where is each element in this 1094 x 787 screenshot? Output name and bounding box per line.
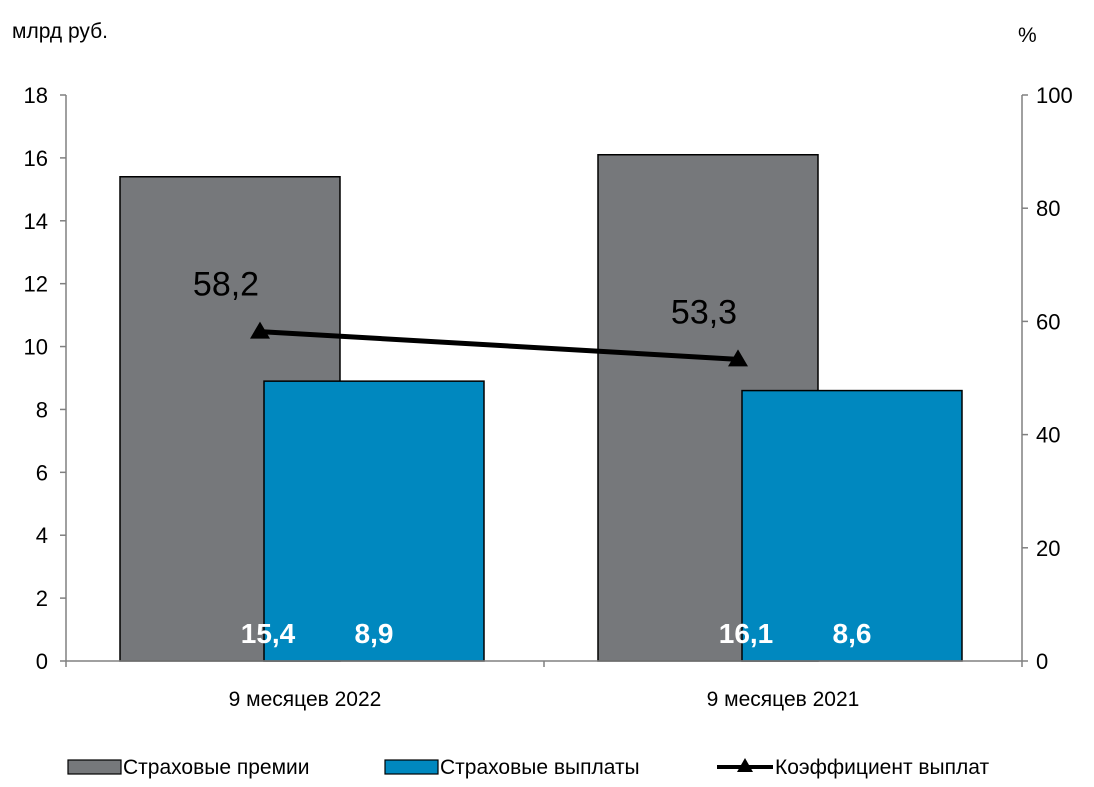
left-tick-label: 8 [36,397,48,422]
ratio-marker [728,349,748,367]
ratio-marker [250,321,270,339]
left-tick-label: 16 [24,146,48,171]
ratio-line [259,329,739,362]
left-axis-unit: млрд руб. [12,20,108,43]
legend: Страховые премии Страховые выплаты Коэффиц… [67,756,989,779]
ratio-line-layer [250,321,748,367]
bar-value-label: 15,4 [241,618,296,649]
right-tick-label: 60 [1036,309,1060,334]
legend-label: Коэффициент выплат [775,756,989,779]
left-tick-label: 12 [24,272,48,297]
left-tick-label: 14 [24,209,48,234]
bars-layer [119,153,963,662]
ratio-value-label: 53,3 [671,293,737,331]
legend-marker [737,758,753,772]
left-tick-label: 18 [24,83,48,108]
left-tick-label: 2 [36,586,48,611]
left-tick-label: 10 [24,335,48,360]
legend-label: Страховые премии [123,756,309,779]
bar [741,389,963,662]
left-tick-label: 4 [36,523,48,548]
data-labels-layer: 15,4 8,9 16,1 8,6 58,2 53,3 [193,266,872,649]
legend-swatch [67,759,122,775]
right-tick-label: 0 [1036,649,1048,674]
legend-swatch [384,759,439,775]
ratio-value-label: 58,2 [193,266,259,304]
category-label: 9 месяцев 2022 [229,688,382,711]
right-tick-label: 100 [1036,83,1073,108]
right-tick-label: 40 [1036,423,1060,448]
right-tick-label: 20 [1036,536,1060,561]
axes-layer: 0 2 4 6 8 10 12 14 16 18 0 20 40 60 80 100 9 месяцев 202… [24,83,1073,711]
bar-value-label: 16,1 [719,618,774,649]
left-tick-label: 6 [36,460,48,485]
category-label: 9 месяцев 2021 [707,688,860,711]
right-tick-label: 80 [1036,196,1060,221]
right-axis-unit: % [1018,24,1037,47]
bar-value-label: 8,9 [355,618,394,649]
bar [263,380,485,662]
bar-value-label: 8,6 [833,618,872,649]
legend-label: Страховые выплаты [440,756,640,779]
left-tick-label: 0 [36,649,48,674]
